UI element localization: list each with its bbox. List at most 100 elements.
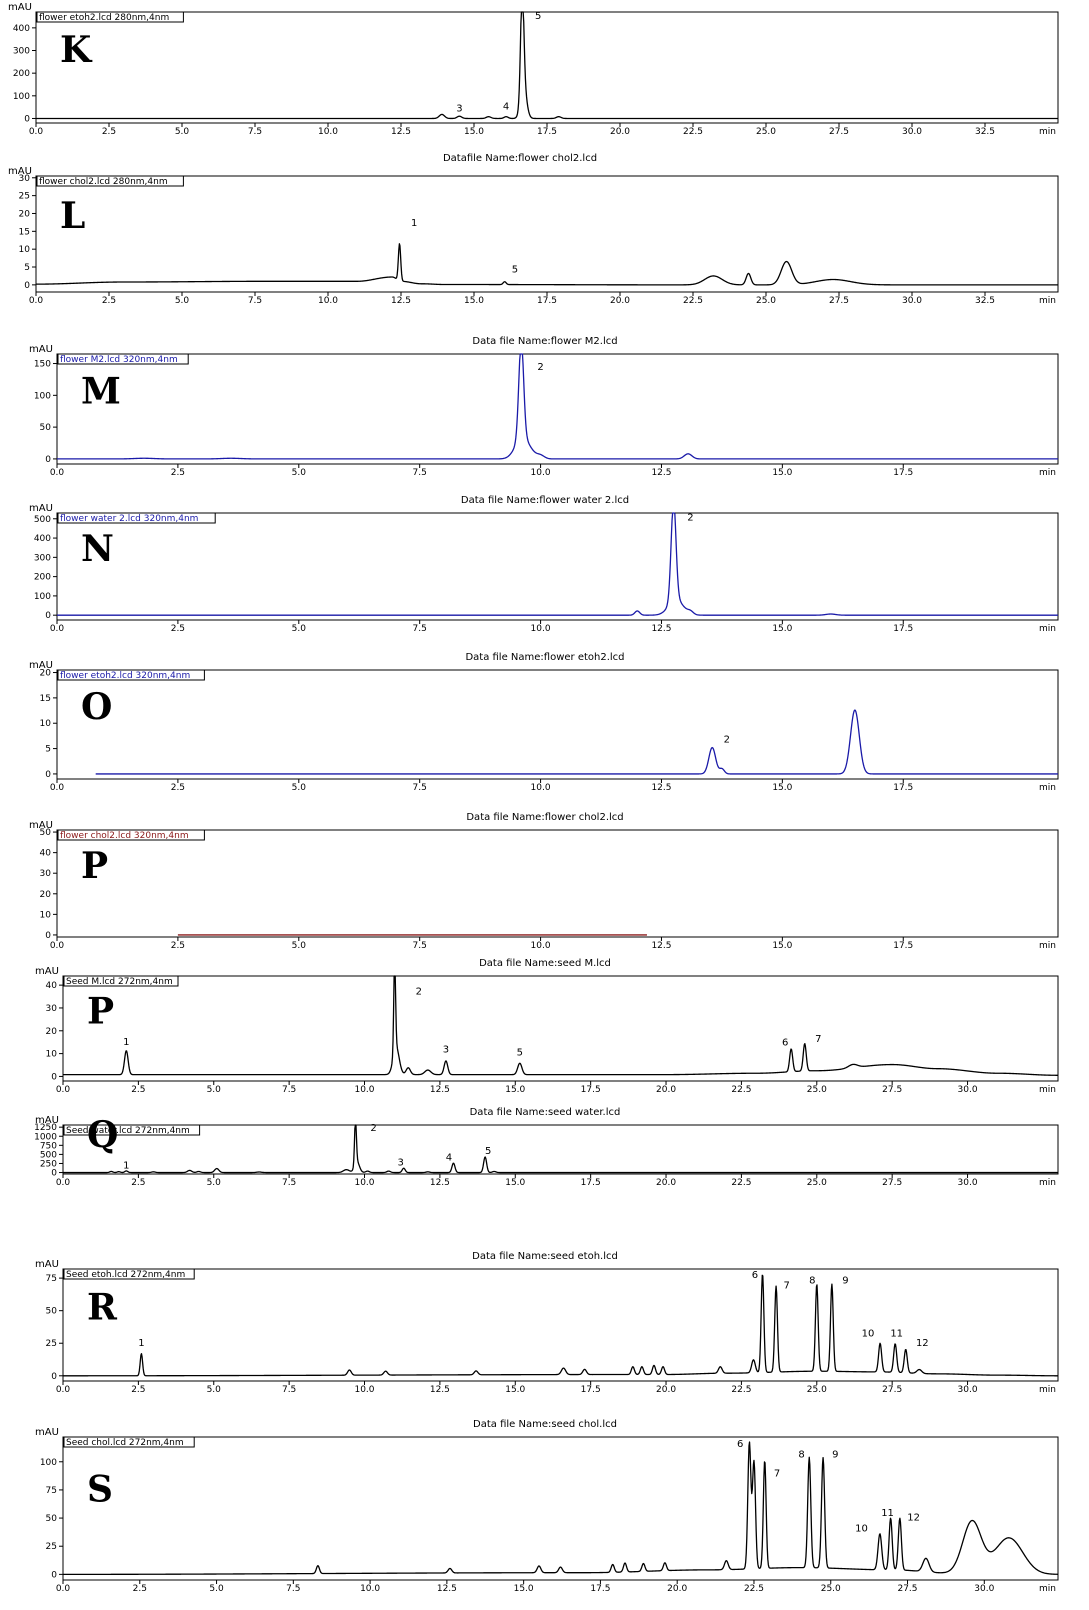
x-tick-label: 5.0 (292, 468, 307, 478)
y-unit-label: mAU (35, 966, 59, 977)
x-tick-label: 17.5 (537, 296, 557, 306)
y-tick-label: 750 (40, 1141, 57, 1151)
y-tick-label: 30 (46, 1004, 58, 1014)
y-tick-label: 0 (45, 931, 51, 941)
x-tick-label: 12.5 (430, 1178, 450, 1188)
x-tick-label: 0.0 (56, 1584, 71, 1594)
plot-frame (62, 1436, 1059, 1581)
x-tick-label: 0.0 (50, 468, 65, 478)
x-tick-label: 17.5 (581, 1385, 601, 1395)
x-tick-label: 15.0 (772, 783, 792, 793)
y-tick-label: 1000 (34, 1132, 57, 1142)
x-tick-label: 17.5 (590, 1584, 610, 1594)
x-tick-label: 0.0 (56, 1178, 71, 1188)
legend-box (57, 353, 189, 365)
chromatogram-trace (62, 1441, 1059, 1576)
x-unit-label: min (1039, 1085, 1056, 1095)
y-tick-label: 5 (24, 263, 30, 273)
x-tick-label: 17.5 (893, 941, 913, 951)
plot-frame (56, 353, 1059, 465)
legend: flower chol2.lcd 320nm,4nm (57, 829, 205, 841)
legend-text: Seed water.lcd 272nm,4nm (66, 1126, 190, 1136)
panel-letter: S (87, 1468, 113, 1510)
x-tick-label: 15.0 (772, 468, 792, 478)
x-tick-label: 10.0 (531, 468, 551, 478)
peak-label: 6 (782, 1037, 788, 1048)
legend-text: Seed etoh.lcd 272nm,4nm (66, 1270, 185, 1280)
x-unit-label: min (1039, 1178, 1056, 1188)
chart-panel-4: mAU min flower water 2.lcd 320nm,4nm N 0 100 2… (29, 495, 1059, 634)
x-unit-label: min (1039, 1584, 1056, 1594)
chart-panel-5: mAU min flower etoh2.lcd 320nm,4nm O 0 5 10 15 2… (29, 652, 1059, 793)
y-unit-label: mAU (35, 1427, 59, 1438)
x-unit-label: min (1039, 468, 1056, 478)
y-tick-label: 0 (51, 1169, 57, 1179)
y-unit-label: mAU (8, 2, 32, 13)
x-tick-label: 22.5 (744, 1584, 764, 1594)
legend-text: flower water 2.lcd 320nm,4nm (60, 514, 198, 524)
x-tick-label: 10.0 (354, 1385, 374, 1395)
panel-letter: K (60, 29, 93, 71)
x-tick-label: 30.0 (974, 1584, 994, 1594)
x-tick-label: 10.0 (531, 783, 551, 793)
x-tick-label: 10.0 (354, 1178, 374, 1188)
legend-box (63, 1268, 195, 1280)
x-tick-label: 32.5 (975, 296, 995, 306)
y-tick-label: 10 (19, 245, 31, 255)
peak-label: 4 (503, 101, 509, 112)
y-tick-label: 20 (40, 669, 52, 679)
legend: flower water 2.lcd 320nm,4nm (57, 512, 216, 524)
x-tick-label: 5.0 (292, 624, 307, 634)
y-tick-label: 0 (45, 770, 51, 780)
y-tick-label: 10 (46, 1050, 58, 1060)
peak-label: 9 (832, 1449, 838, 1460)
legend-text: flower etoh2.lcd 320nm,4nm (60, 671, 190, 681)
chromatogram-trace (35, 243, 1059, 286)
y-unit-label: mAU (8, 166, 32, 177)
x-tick-label: 17.5 (893, 468, 913, 478)
x-tick-label: 12.5 (651, 624, 671, 634)
panel-letter: P (81, 845, 108, 887)
x-unit-label: min (1039, 127, 1056, 137)
x-tick-label: 7.5 (413, 783, 427, 793)
chart-panel-6: mAU min flower chol2.lcd 320nm,4nm P 0 10 20 30… (29, 812, 1059, 951)
x-tick-label: 7.5 (248, 127, 262, 137)
x-tick-label: 2.5 (133, 1584, 147, 1594)
y-tick-label: 50 (46, 1307, 58, 1317)
y-tick-label: 25 (46, 1542, 57, 1552)
x-tick-label: 2.5 (171, 941, 185, 951)
x-tick-label: 7.5 (248, 296, 262, 306)
y-tick-label: 75 (46, 1486, 57, 1496)
y-tick-label: 100 (34, 391, 51, 401)
x-tick-label: 0.0 (50, 941, 65, 951)
y-tick-label: 20 (19, 209, 31, 219)
x-tick-label: 7.5 (282, 1385, 296, 1395)
y-tick-label: 10 (40, 910, 52, 920)
peak-label: 1 (138, 1338, 144, 1349)
chromatogram-trace (62, 975, 1059, 1076)
y-tick-label: 30 (19, 174, 31, 184)
peak-label: 10 (855, 1524, 868, 1535)
y-unit-label: mAU (29, 344, 53, 355)
x-tick-label: 15.0 (505, 1178, 525, 1188)
x-tick-label: 27.5 (829, 296, 849, 306)
y-tick-label: 0 (45, 455, 51, 465)
chromatogram-trace (56, 512, 1059, 616)
legend-text: flower chol2.lcd 280nm,4nm (39, 177, 168, 187)
plot-frame (62, 1124, 1059, 1175)
x-tick-label: 5.0 (207, 1178, 222, 1188)
y-tick-label: 50 (46, 1514, 58, 1524)
x-unit-label: min (1039, 624, 1056, 634)
legend: flower M2.lcd 320nm,4nm (57, 353, 189, 365)
x-tick-label: 7.5 (413, 941, 427, 951)
x-tick-label: 32.5 (975, 127, 995, 137)
y-tick-label: 15 (19, 227, 30, 237)
y-tick-label: 500 (40, 1150, 57, 1160)
x-tick-label: 25.0 (807, 1085, 827, 1095)
y-tick-label: 5 (45, 745, 51, 755)
peak-label: 8 (798, 1449, 804, 1460)
x-tick-label: 17.5 (893, 624, 913, 634)
x-tick-label: 0.0 (29, 127, 44, 137)
peak-label: 7 (783, 1281, 789, 1292)
x-tick-label: 5.0 (292, 941, 307, 951)
